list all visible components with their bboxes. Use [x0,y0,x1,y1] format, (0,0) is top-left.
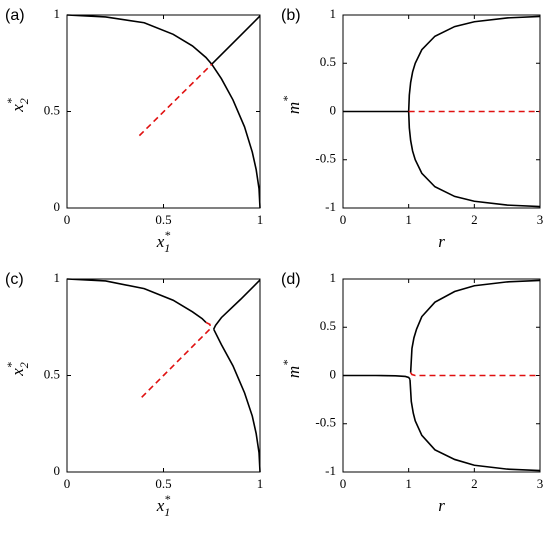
y-tick-label: -1 [325,199,336,214]
panel-label: (d) [281,271,301,288]
y-axis-label: x*2 [4,98,31,113]
unstable-branch-line [140,321,212,399]
y-tick-label: 0.5 [320,54,336,69]
x-axis-label: r [438,232,445,251]
x-tick-label: 3 [537,212,544,227]
y-tick-label: 0.5 [320,318,336,333]
y-tick-label: 0.5 [44,102,60,117]
x-tick-label: 1 [257,476,264,491]
x-tick-label: 1 [257,212,264,227]
x-tick-label: 0 [340,476,347,491]
stable-branch-line [66,278,207,323]
y-tick-label: -1 [325,463,336,478]
y-tick-label: 1 [54,6,61,21]
unstable-branch-line [409,372,540,377]
y-tick-label: 0 [330,366,337,381]
stable-branch-line [211,15,261,65]
stable-branch-line [407,111,541,208]
y-axis-label: m* [280,96,303,114]
stable-branch-line [407,15,541,112]
x-tick-label: 0.5 [155,476,171,491]
stable-branch-line [409,379,541,472]
y-tick-label: 0 [330,102,337,117]
panel-label: (a) [5,7,25,24]
panel-label: (b) [281,7,301,24]
y-tick-label: -0.5 [315,151,336,166]
y-axis-label: m* [280,360,303,378]
y-tick-label: 0 [54,463,61,478]
x-tick-label: 0 [64,476,71,491]
x-tick-label: 0 [64,212,71,227]
x-axis-label: x* 1 [156,228,171,255]
unstable-branch-line [138,63,213,137]
y-tick-label: 1 [330,270,337,285]
x-tick-label: 3 [537,476,544,491]
x-axis-label: r [438,496,445,515]
x-tick-label: 0.5 [155,212,171,227]
stable-branch-line [212,279,261,330]
stable-branch-line [409,279,541,373]
stable-branch-line [66,14,261,209]
panel-label: (c) [5,271,24,288]
x-tick-label: 0 [340,212,347,227]
x-tick-label: 1 [405,212,412,227]
x-tick-label: 2 [471,476,478,491]
y-axis-label: x*2 [4,362,31,377]
y-tick-label: 1 [330,6,337,21]
y-tick-label: 1 [54,270,61,285]
x-tick-label: 2 [471,212,478,227]
stable-branch-line [343,374,411,380]
y-tick-label: 0 [54,199,61,214]
y-tick-label: -0.5 [315,415,336,430]
y-tick-label: 0.5 [44,366,60,381]
x-axis-label: x* 1 [156,492,171,519]
x-tick-label: 1 [405,476,412,491]
stable-branch-line [212,328,261,473]
